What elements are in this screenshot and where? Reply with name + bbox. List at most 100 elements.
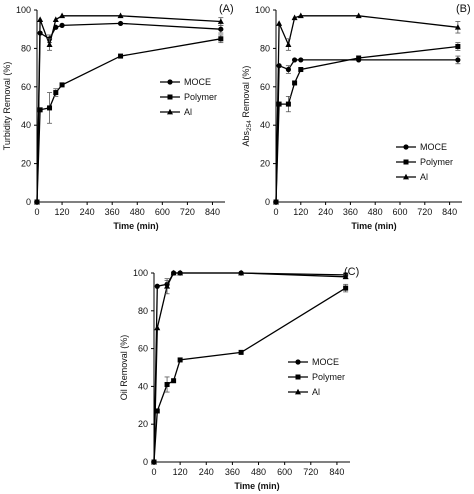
legend-marker — [295, 388, 301, 395]
legend-label: Polymer — [184, 92, 217, 102]
legend: MOCE Polymer Al — [288, 357, 345, 397]
y-tick-label: 100 — [133, 268, 148, 278]
data-point — [164, 382, 170, 388]
x-tick-label: 240 — [199, 467, 214, 477]
y-tick-label: 20 — [21, 159, 31, 169]
y-tick-label: 20 — [138, 419, 148, 429]
x-axis-title: Time (min) — [113, 221, 158, 231]
data-point — [285, 101, 291, 107]
data-point — [276, 63, 282, 69]
data-point — [59, 22, 65, 28]
data-point — [276, 101, 282, 107]
data-point — [47, 105, 53, 111]
series-line — [153, 272, 346, 463]
data-point — [154, 324, 161, 331]
series-al — [151, 269, 349, 465]
data-point — [37, 16, 44, 22]
legend-label: Polymer — [312, 372, 345, 382]
legend-marker — [403, 144, 409, 150]
data-point — [177, 269, 184, 276]
data-point — [217, 18, 224, 24]
legend-marker — [167, 94, 173, 100]
x-tick-label: 840 — [442, 207, 457, 217]
y-tick-label: 60 — [260, 82, 270, 92]
x-tick-label: 480 — [130, 207, 145, 217]
legend-label: MOCE — [420, 142, 447, 152]
y-tick-label: 80 — [138, 306, 148, 316]
data-point — [52, 16, 59, 22]
y-axis-title: Turbidity Removal (%) — [2, 62, 12, 151]
x-tick-label: 120 — [55, 207, 70, 217]
data-point — [164, 283, 171, 289]
data-point — [177, 357, 183, 363]
data-point — [59, 82, 65, 88]
x-tick-label: 600 — [392, 207, 407, 217]
data-point — [291, 14, 298, 21]
data-point — [171, 378, 177, 384]
data-point — [238, 269, 245, 276]
data-point — [343, 285, 349, 291]
data-point — [218, 26, 224, 32]
x-tick-label: 600 — [277, 467, 292, 477]
series-polymer — [151, 283, 349, 465]
chart-panel-3: 0 20 40 60 80 100 0 120 240 360 480 600 720 840 Time (… — [119, 266, 359, 491]
legend-marker — [167, 79, 173, 85]
legend-label: MOCE — [184, 77, 211, 87]
x-tick-label: 360 — [343, 207, 358, 217]
data-point — [46, 41, 53, 47]
data-point — [292, 57, 298, 63]
legend-marker — [167, 108, 173, 115]
x-tick-label: 600 — [155, 207, 170, 217]
data-point — [455, 57, 461, 63]
y-axis-title: Abs254 Removal (%) — [241, 66, 253, 147]
data-point — [285, 41, 292, 47]
data-point — [118, 53, 124, 59]
data-point — [218, 36, 224, 42]
series-al — [273, 12, 461, 205]
data-point — [170, 269, 177, 276]
series-polymer — [273, 42, 461, 205]
y-tick-label: 0 — [143, 457, 148, 467]
x-tick-label: 0 — [151, 467, 156, 477]
x-axis-title: Time (min) — [234, 481, 279, 491]
data-point — [276, 20, 283, 26]
legend-marker — [403, 159, 409, 165]
series-al — [34, 12, 224, 205]
y-tick-label: 40 — [260, 120, 270, 130]
y-tick-label: 60 — [21, 82, 31, 92]
y-tick-label: 80 — [260, 43, 270, 53]
legend-label: Polymer — [420, 157, 453, 167]
legend: MOCE Polymer Al — [160, 77, 217, 117]
y-tick-label: 0 — [265, 197, 270, 207]
data-point — [355, 12, 362, 19]
x-tick-label: 840 — [329, 467, 344, 477]
x-tick-label: 240 — [80, 207, 95, 217]
axes-frame — [36, 10, 225, 203]
series-moce — [34, 20, 224, 205]
data-point — [117, 20, 124, 27]
y-tick-label: 20 — [260, 159, 270, 169]
x-tick-label: 120 — [293, 207, 308, 217]
data-point — [356, 55, 362, 61]
data-point — [342, 273, 349, 280]
series-moce — [151, 270, 349, 465]
data-point — [117, 12, 124, 19]
data-point — [53, 90, 59, 96]
y-axis-title: Oil Removal (%) — [119, 335, 129, 401]
series-polymer — [34, 34, 224, 205]
x-tick-label: 0 — [34, 207, 39, 217]
data-point — [273, 198, 279, 205]
data-point — [59, 12, 66, 19]
y-tick-label: 0 — [26, 197, 31, 207]
data-point — [154, 283, 160, 289]
data-point — [151, 458, 157, 465]
x-tick-label: 360 — [105, 207, 120, 217]
series-line — [275, 15, 458, 203]
data-point — [37, 107, 43, 113]
x-tick-label: 120 — [173, 467, 188, 477]
data-point — [454, 24, 461, 30]
data-point — [455, 43, 461, 49]
data-point — [285, 66, 291, 73]
panel-label: (B) — [456, 3, 471, 15]
